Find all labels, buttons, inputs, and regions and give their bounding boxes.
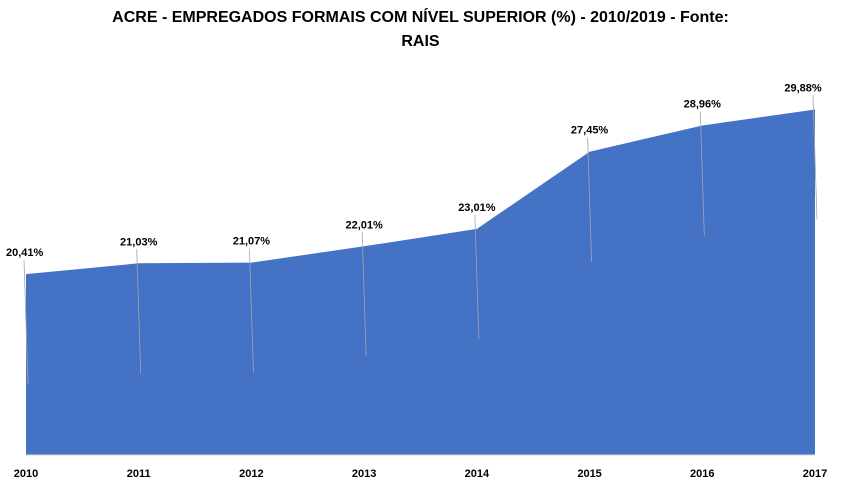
leader-line: [23, 260, 29, 385]
x-tick-label: 2011: [127, 468, 151, 480]
data-label: 21,03%: [120, 236, 158, 248]
x-tick-label: 2015: [577, 468, 601, 480]
leader-line: [136, 249, 142, 374]
data-label: 23,01%: [458, 202, 496, 214]
data-label: 27,45%: [571, 125, 609, 137]
leader-line: [361, 232, 367, 357]
x-tick-labels: 2010 2011 2012 2013 2014 2015 2016 2017: [14, 468, 827, 480]
leader-line: [812, 95, 818, 220]
x-tick-label: 2010: [14, 468, 38, 480]
data-label: 22,01%: [345, 219, 383, 231]
leader-line: [249, 248, 254, 373]
leader-lines: [23, 95, 818, 385]
chart-title-line-1: ACRE - EMPREGADOS FORMAIS COM NÍVEL SUPE…: [112, 9, 729, 26]
x-tick-label: 2017: [803, 468, 827, 480]
leader-line: [699, 111, 705, 236]
x-tick-label: 2016: [690, 468, 714, 480]
data-label: 20,41%: [6, 247, 44, 259]
data-labels: 20,41% 21,03% 21,07% 22,01% 23,01% 27,45% 28,9…: [6, 82, 822, 259]
data-label: 29,88%: [784, 82, 822, 94]
leader-line: [474, 214, 480, 339]
leader-line: [587, 137, 592, 262]
data-label: 21,07%: [233, 236, 271, 248]
chart-title-line-2: RAIS: [401, 33, 440, 50]
area-series: [26, 109, 815, 455]
x-tick-label: 2013: [352, 468, 376, 480]
x-tick-label: 2014: [465, 468, 490, 480]
data-label: 28,96%: [684, 98, 722, 110]
x-tick-label: 2012: [239, 468, 263, 480]
chart-title: ACRE - EMPREGADOS FORMAIS COM NÍVEL SUPE…: [0, 6, 841, 54]
